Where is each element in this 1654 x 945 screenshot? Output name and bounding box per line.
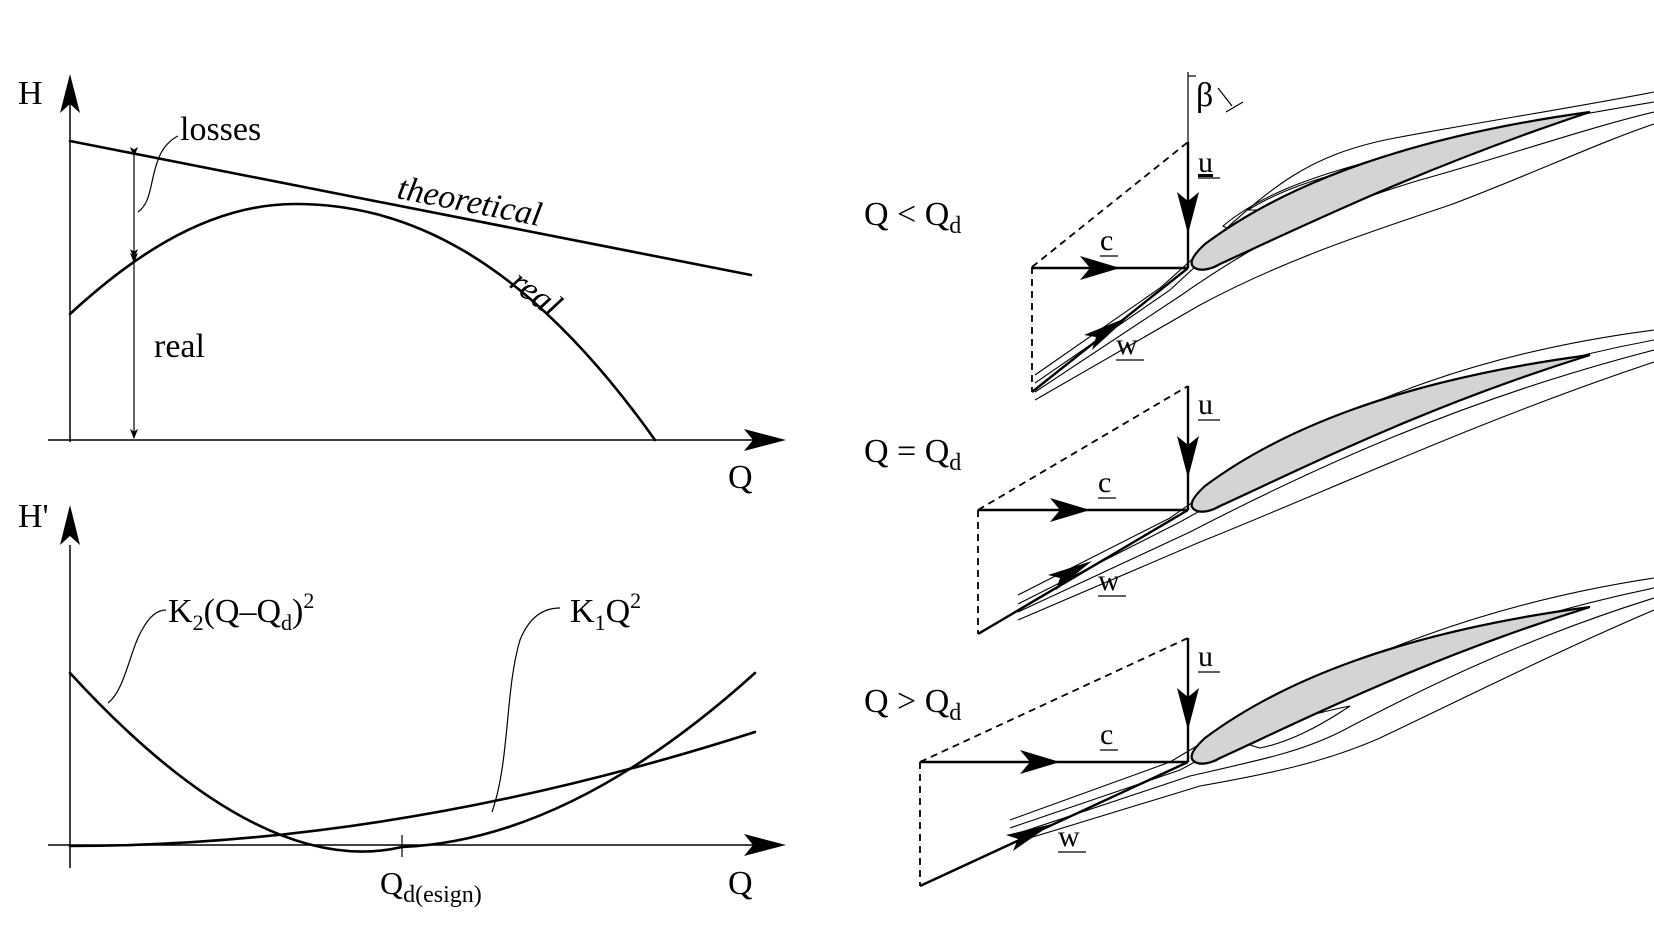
- real-curve-label: real: [503, 263, 568, 325]
- real-span-label: real: [154, 328, 205, 365]
- k1-leader-line: [491, 607, 561, 813]
- blade-design: [1190, 353, 1591, 513]
- c-arrowhead-design: [1050, 498, 1090, 522]
- cascade-high-flow: Q > Qd u c w: [864, 577, 1654, 888]
- c-label-design: c: [1098, 466, 1111, 499]
- blade-low: [1190, 110, 1591, 271]
- theoretical-curve-label: theoretical: [394, 170, 544, 234]
- design-flow-label: Qd(esign): [380, 865, 482, 908]
- bottom-x-arrowhead: [744, 834, 786, 856]
- k2-leader-line: [107, 609, 167, 704]
- cascade-low-flow: Q < Qd β u c w: [864, 72, 1654, 401]
- losses-label: losses: [180, 111, 261, 148]
- top-x-axis-label: Q: [728, 459, 753, 496]
- condition-label-design: Q = Qd: [864, 433, 961, 476]
- w-label-design: w: [1098, 564, 1120, 597]
- bottom-y-axis-label: H': [18, 498, 49, 535]
- losses-leader-line: [137, 135, 179, 213]
- bottom-y-arrowhead: [60, 505, 80, 545]
- u-arrowhead-design: [1177, 436, 1199, 478]
- bottom-x-axis-label: Q: [728, 865, 753, 902]
- u-label-high: u: [1198, 640, 1213, 673]
- c-arrowhead-high: [1020, 750, 1060, 774]
- w-arrowhead-design: [1048, 561, 1092, 590]
- w-label-high: w: [1058, 820, 1080, 853]
- beta-label: β: [1196, 77, 1213, 114]
- velocity-triangle-dashed-low: [1031, 141, 1189, 268]
- condition-label-low: Q < Qd: [864, 196, 961, 239]
- w-vector-design: [977, 508, 1189, 636]
- head-flow-chart: H Q losses real theoretical real: [18, 74, 786, 496]
- k1-friction-loss-curve: [68, 730, 757, 848]
- cascade-design-flow: Q = Qd u c w: [864, 329, 1654, 636]
- condition-label-high: Q > Qd: [864, 683, 961, 726]
- blade-high: [1190, 605, 1591, 765]
- c-arrowhead-low: [1080, 256, 1120, 280]
- top-x-arrowhead: [744, 429, 786, 451]
- top-y-arrowhead: [60, 74, 80, 113]
- k2-curve-label: K2(Q–Qd)2: [168, 588, 314, 635]
- c-label-low: c: [1100, 224, 1113, 257]
- k1-curve-label: K1Q2: [570, 588, 641, 635]
- w-arrowhead-low: [1084, 317, 1128, 350]
- loss-components-chart: H' Q K2(Q–Qd)2 K1Q2 Qd(esign): [18, 498, 786, 908]
- u-arrowhead-high: [1177, 688, 1199, 730]
- u-label-low: u: [1198, 146, 1213, 179]
- top-y-axis-label: H: [18, 75, 43, 112]
- w-label-low: w: [1116, 328, 1138, 361]
- velocity-triangle-dashed-design: [977, 385, 1189, 511]
- w-vector-high: [919, 760, 1189, 888]
- w-arrowhead-high: [1006, 824, 1052, 851]
- u-arrowhead-low: [1177, 192, 1199, 234]
- beta-blade-direction: [1225, 101, 1244, 113]
- beta-arc: [1217, 87, 1233, 107]
- u-label-design: u: [1198, 388, 1213, 421]
- theoretical-curve: [68, 139, 753, 277]
- c-label-high: c: [1100, 718, 1113, 751]
- velocity-triangle-dashed-high: [919, 637, 1189, 763]
